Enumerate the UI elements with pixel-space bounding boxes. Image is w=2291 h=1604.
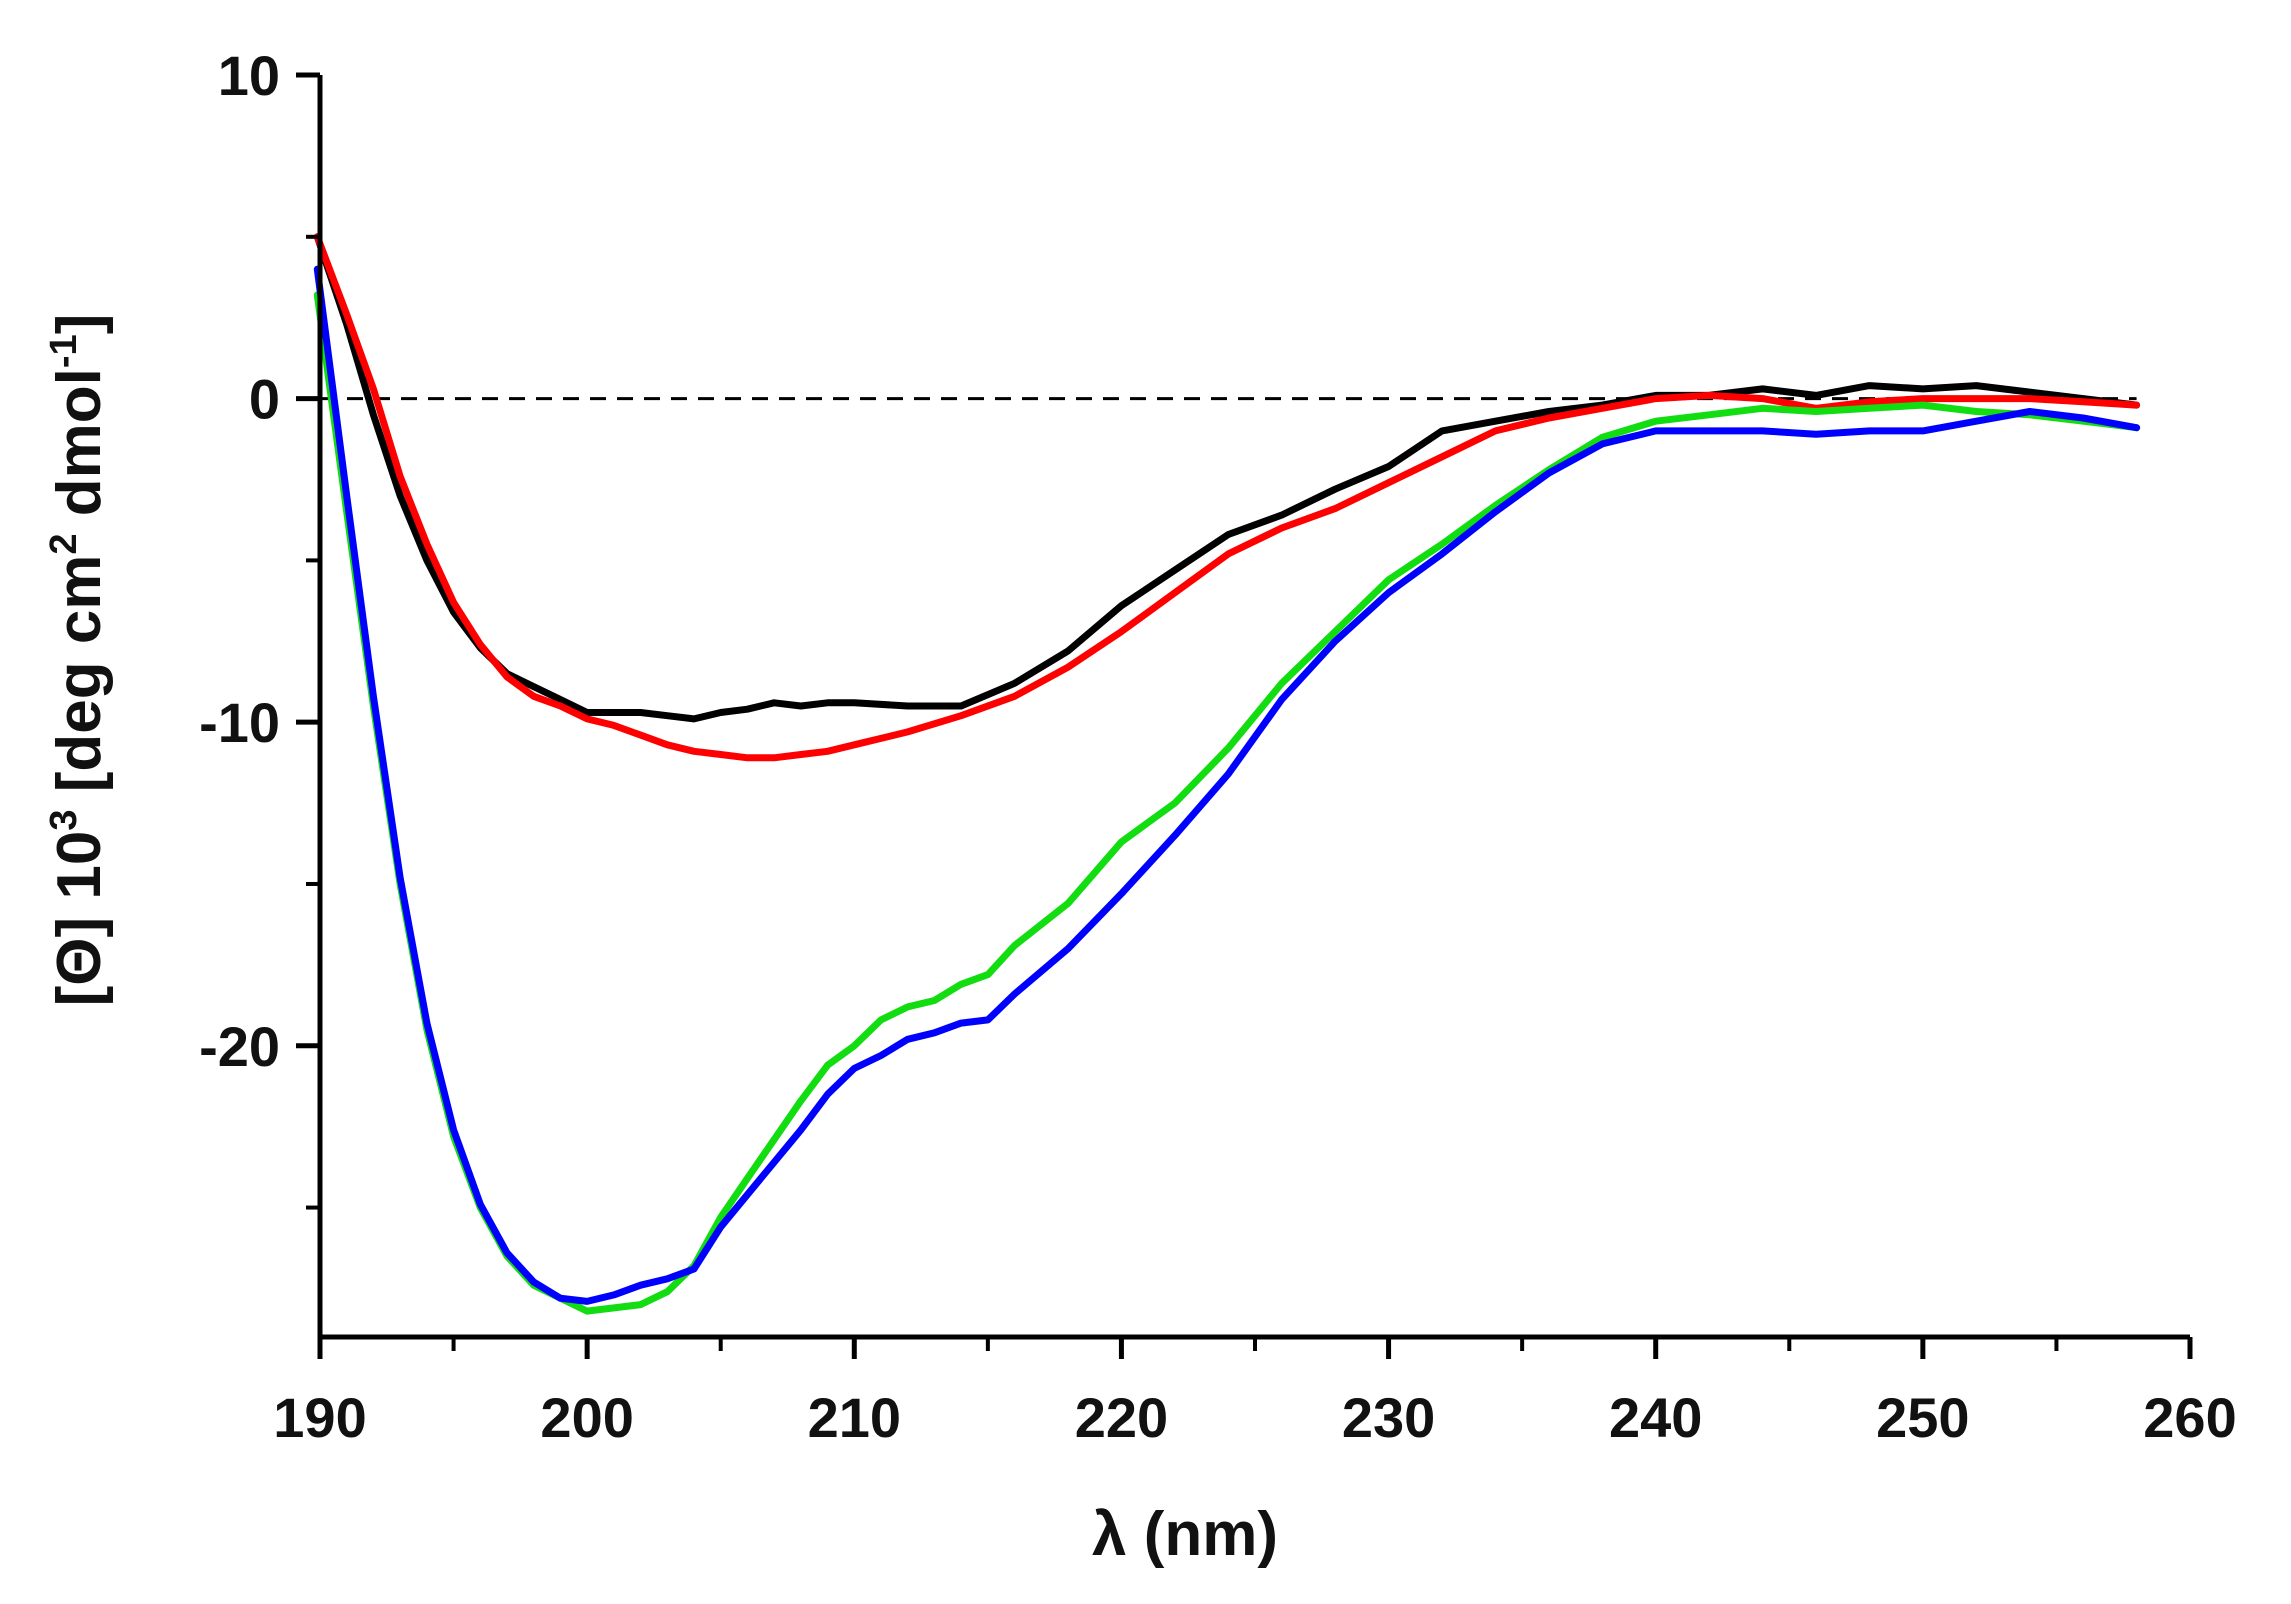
series-line-blue bbox=[313, 265, 2141, 1305]
y-axis-title-mid2: dmol bbox=[45, 368, 114, 533]
y-axis-title-mid: [deg cm bbox=[45, 555, 114, 810]
x-tick-label: 250 bbox=[1876, 1386, 1969, 1449]
y-axis-title-main: [Θ] 10 bbox=[45, 831, 114, 1007]
y-tick-label: 0 bbox=[249, 368, 280, 431]
y-axis-title-sup2: 2 bbox=[43, 533, 85, 554]
series-line-red bbox=[313, 233, 2141, 762]
y-axis-title-end: ] bbox=[45, 314, 114, 335]
series-layer bbox=[313, 233, 2141, 1315]
x-tick-label: 220 bbox=[1075, 1386, 1168, 1449]
x-tick-label: 200 bbox=[540, 1386, 633, 1449]
series-line-green bbox=[313, 291, 2141, 1315]
x-tick-label: 190 bbox=[273, 1386, 366, 1449]
x-tick-label: 230 bbox=[1342, 1386, 1435, 1449]
y-tick-label: -10 bbox=[199, 691, 280, 754]
axes-layer: 190 200 210 220 230 240 250 260 10 0 -10 -20 bbox=[199, 44, 2237, 1449]
y-tick-label: 10 bbox=[218, 44, 280, 107]
y-axis-title-sup1: 3 bbox=[43, 810, 85, 831]
series-line-black bbox=[313, 233, 2141, 723]
x-tick-label: 240 bbox=[1609, 1386, 1702, 1449]
y-axis-title-sup3: -1 bbox=[43, 334, 85, 368]
x-tick-label: 210 bbox=[808, 1386, 901, 1449]
y-axis-title: [Θ] 103 [deg cm2 dmol-1] bbox=[43, 314, 114, 1007]
labels-layer: λ (nm) [Θ] 103 [deg cm2 dmol-1] bbox=[43, 314, 1278, 1569]
x-axis-title: λ (nm) bbox=[1092, 1500, 1278, 1569]
y-tick-label: -20 bbox=[199, 1015, 280, 1078]
x-tick-label: 260 bbox=[2143, 1386, 2236, 1449]
